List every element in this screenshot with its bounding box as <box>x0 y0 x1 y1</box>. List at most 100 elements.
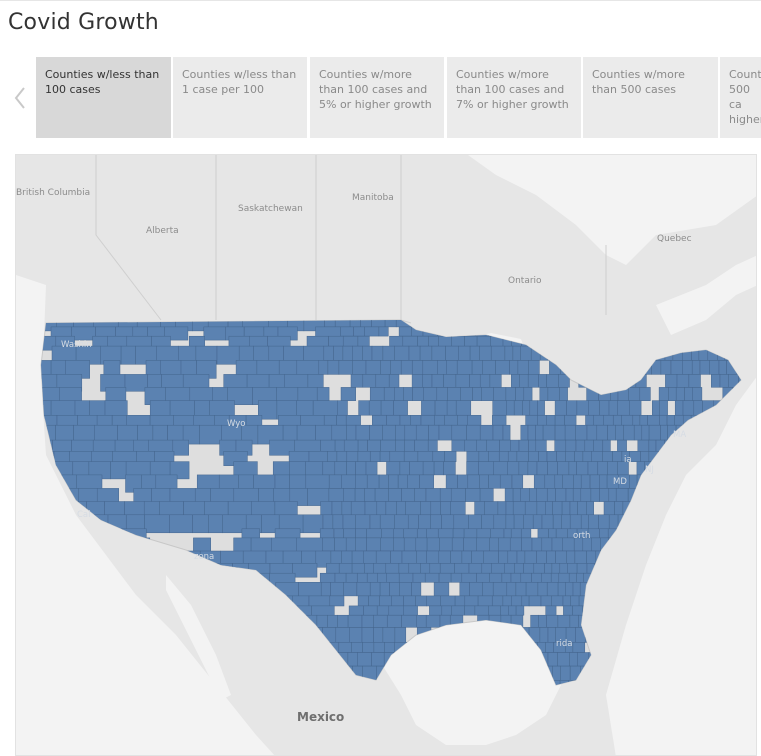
county-cell[interactable] <box>425 614 441 628</box>
county-cell[interactable] <box>482 582 494 597</box>
county-cell[interactable] <box>555 550 567 564</box>
county-cell[interactable] <box>416 550 427 564</box>
county-cell[interactable] <box>493 461 508 476</box>
county-cell[interactable] <box>376 605 390 616</box>
county-cell[interactable] <box>422 374 433 388</box>
county-cell[interactable] <box>361 614 374 628</box>
county-cell[interactable] <box>659 415 668 426</box>
county-cell[interactable] <box>536 488 548 502</box>
county-cell[interactable] <box>363 605 378 616</box>
county-cell[interactable] <box>718 360 727 375</box>
county-cell[interactable] <box>450 550 463 564</box>
county-cell[interactable] <box>192 514 209 534</box>
county-cell[interactable] <box>340 326 354 337</box>
county-cell[interactable] <box>453 514 469 530</box>
county-cell[interactable] <box>602 451 613 462</box>
county-cell[interactable] <box>556 451 566 462</box>
county-cell[interactable] <box>357 335 370 347</box>
county-cell[interactable] <box>336 451 348 462</box>
county-cell[interactable] <box>554 415 565 426</box>
county-cell[interactable] <box>380 360 391 375</box>
county-cell[interactable] <box>585 415 594 426</box>
county-cell[interactable] <box>554 474 563 489</box>
county-cell[interactable] <box>675 387 685 401</box>
county-cell[interactable] <box>388 474 399 489</box>
county-cell[interactable] <box>719 374 729 388</box>
county-cell[interactable] <box>379 451 391 462</box>
county-cell[interactable] <box>395 439 405 452</box>
county-cell[interactable] <box>481 387 494 401</box>
county-cell[interactable] <box>527 424 536 441</box>
county-cell[interactable] <box>384 642 395 653</box>
county-cell[interactable] <box>561 501 571 516</box>
county-cell[interactable] <box>520 572 532 583</box>
county-cell[interactable] <box>584 439 594 452</box>
county-cell[interactable] <box>355 474 368 489</box>
county-cell[interactable] <box>404 439 415 452</box>
county-cell[interactable] <box>597 461 608 476</box>
county-cell[interactable] <box>124 374 148 392</box>
county-cell[interactable] <box>345 537 356 552</box>
county-cell[interactable] <box>333 528 344 539</box>
county-cell[interactable] <box>492 424 504 441</box>
county-cell[interactable] <box>378 474 389 489</box>
county-cell[interactable] <box>586 501 594 516</box>
county-cell[interactable] <box>498 550 509 564</box>
county-cell[interactable] <box>366 537 381 552</box>
county-cell[interactable] <box>602 439 611 452</box>
county-cell[interactable] <box>502 595 512 607</box>
county-cell[interactable] <box>338 360 353 375</box>
county-cell[interactable] <box>350 374 364 388</box>
county-cell[interactable] <box>520 424 529 441</box>
tab-counties-100-cases-5-percent-growth[interactable]: Counties w/more than 100 cases and 5% or… <box>310 57 444 138</box>
county-cell[interactable] <box>364 488 376 502</box>
county-cell[interactable] <box>558 572 570 583</box>
county-cell[interactable] <box>424 572 440 583</box>
county-cell[interactable] <box>382 424 396 441</box>
county-cell[interactable] <box>430 514 442 530</box>
county-cell[interactable] <box>327 614 338 628</box>
county-cell[interactable] <box>510 572 522 583</box>
county-cell[interactable] <box>368 595 380 607</box>
county-cell[interactable] <box>383 387 395 401</box>
county-cell[interactable] <box>576 563 588 574</box>
map-svg[interactable]: British Columbia Alberta Saskatchewan Ma… <box>16 155 757 756</box>
county-cell[interactable] <box>388 374 400 388</box>
county-cell[interactable] <box>357 595 369 607</box>
county-cell[interactable] <box>412 572 426 583</box>
county-cell[interactable] <box>455 374 470 388</box>
county-cell[interactable] <box>343 528 356 539</box>
county-cell[interactable] <box>576 572 584 583</box>
county-cell[interactable] <box>505 387 516 401</box>
county-cell[interactable] <box>385 501 397 516</box>
county-cell[interactable] <box>366 528 382 539</box>
county-cell[interactable] <box>459 582 470 597</box>
county-cell[interactable] <box>588 400 600 416</box>
county-cell[interactable] <box>434 400 448 416</box>
county-cell[interactable] <box>450 488 466 502</box>
county-cell[interactable] <box>520 345 532 361</box>
county-cell[interactable] <box>357 439 368 452</box>
county-cell[interactable] <box>591 451 603 462</box>
county-cell[interactable] <box>380 400 394 416</box>
county-cell[interactable] <box>432 451 445 462</box>
county-cell[interactable] <box>468 563 483 574</box>
county-cell[interactable] <box>557 582 566 597</box>
county-cell[interactable] <box>541 537 553 552</box>
county-cell[interactable] <box>540 595 552 607</box>
county-cell[interactable] <box>439 537 453 552</box>
county-cell[interactable] <box>565 451 575 462</box>
county-cell[interactable] <box>588 514 599 530</box>
county-cell[interactable] <box>361 627 374 643</box>
county-cell[interactable] <box>536 461 548 476</box>
county-cell[interactable] <box>507 461 520 476</box>
county-cell[interactable] <box>537 582 548 597</box>
county-cell[interactable] <box>466 424 481 441</box>
county-cell[interactable] <box>468 514 482 530</box>
county-cell[interactable] <box>569 514 582 530</box>
county-cell[interactable] <box>425 488 441 502</box>
county-cell[interactable] <box>577 501 587 516</box>
county-cell[interactable] <box>557 614 571 628</box>
county-cell[interactable] <box>623 424 635 441</box>
county-cell[interactable] <box>391 595 404 607</box>
